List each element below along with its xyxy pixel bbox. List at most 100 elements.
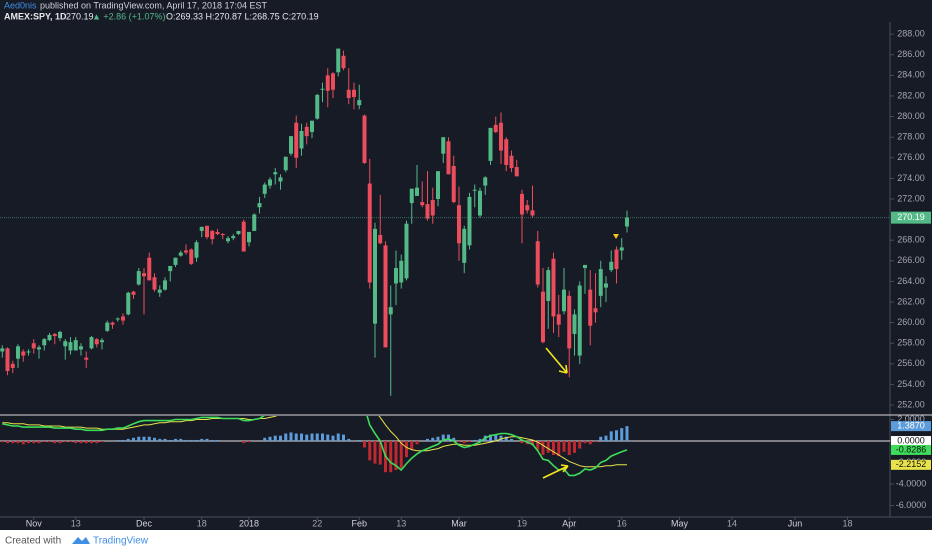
histogram-bar [210,439,214,442]
histogram-bar [184,439,188,442]
candle-body [152,277,157,290]
candle-body [609,261,614,271]
candle-body [367,183,372,283]
histogram-bar [90,441,94,444]
histogram-bar [478,438,482,442]
x-tick-label: Feb [351,518,367,528]
logo [72,537,90,544]
candle-body [168,265,173,272]
candle-body [614,249,619,270]
price-pane [0,48,890,396]
x-tick-label: Dec [136,518,153,528]
histogram-bar [593,441,597,443]
candle-body [89,337,94,349]
histogram-bar [604,435,608,442]
candle-body [509,155,514,169]
histogram-bar [578,441,582,449]
macd-line [2,416,628,477]
y-tick-label: 262.00 [897,296,925,306]
histogram-bar [509,438,513,442]
histogram-bar [273,435,277,442]
candle-body [210,230,215,240]
candle-body [467,196,472,246]
candle-body [131,291,136,295]
histogram-bar [557,441,561,457]
x-tick-label: 16 [617,518,627,528]
candle-body [425,204,430,219]
candle-body [593,308,598,313]
footer-brand[interactable]: TradingView [93,536,149,547]
histogram-bar [21,441,25,445]
candle-body [572,314,577,334]
y-tick-label: 256.00 [897,358,925,368]
histogram-bar [278,435,282,442]
x-tick-label: Apr [562,518,576,528]
candle-body [535,241,540,285]
histogram-bar [446,434,450,442]
signal-marker [613,234,619,239]
candle-body [37,347,42,350]
histogram-bar [441,434,445,442]
histogram-bar [583,441,587,444]
candle-body [472,189,477,191]
candle-body [220,234,225,236]
histogram-bar [431,437,435,442]
candle-body [199,226,204,231]
candle-body [299,130,304,149]
candle-body [441,137,446,154]
histogram-bar [457,441,461,443]
histogram-bar [536,441,540,450]
histogram-bar [436,436,440,442]
x-tick-label: 18 [197,518,207,528]
histogram-bar [625,426,629,442]
histogram-bar [16,441,20,444]
x-tick-label: 2018 [239,518,259,528]
histogram-bar [310,433,314,442]
y-tick-label: 266.00 [897,255,925,265]
y-tick-label: 0.0000 [897,435,925,445]
histogram-bar [179,438,183,442]
x-tick-label: 14 [727,518,737,528]
y-tick-label: 288.00 [897,29,925,39]
histogram-bar [163,438,167,442]
candle-body [142,273,147,277]
last-price-box [891,211,931,224]
histogram-bar [137,436,141,442]
candle-body [383,245,388,348]
y-tick-label: 258.00 [897,338,925,348]
last-value-label: -0.8286 [896,444,927,454]
candle-body [204,225,209,238]
candle-body [100,340,105,343]
candle-body [94,339,99,345]
histogram-bar [37,441,41,444]
author[interactable]: Aed0nis [4,0,37,10]
candle-body [372,228,377,324]
candle-body [456,205,461,244]
candle-body [567,295,572,349]
last-value-box [891,421,931,432]
y-tick-label: 280.00 [897,111,925,121]
symbol: AMEX:SPY, 1D [4,11,67,21]
histogram-bar [588,441,592,445]
candle-body [121,316,126,321]
histogram-bar [84,441,88,444]
histogram-bar [467,441,471,443]
histogram-bar [195,439,199,442]
candle-body [215,231,220,235]
candle-body [110,322,115,325]
histogram-bar [614,430,618,442]
candle-body [21,351,26,356]
y-tick-label: 260.00 [897,317,925,327]
candle-body [488,127,493,161]
histogram-bar [541,441,545,456]
histogram-bar [69,441,73,443]
candle-body [477,190,482,216]
candle-body [556,314,561,325]
candle-body [588,289,593,326]
last-value-label: 1.3870 [897,421,925,431]
axes: 252.00 254.00 256.00 258.00 260.00 262.00 264.… [26,29,931,528]
candle-body [84,357,89,360]
footer-text: Created with [5,536,61,547]
histogram-bar [473,439,477,442]
